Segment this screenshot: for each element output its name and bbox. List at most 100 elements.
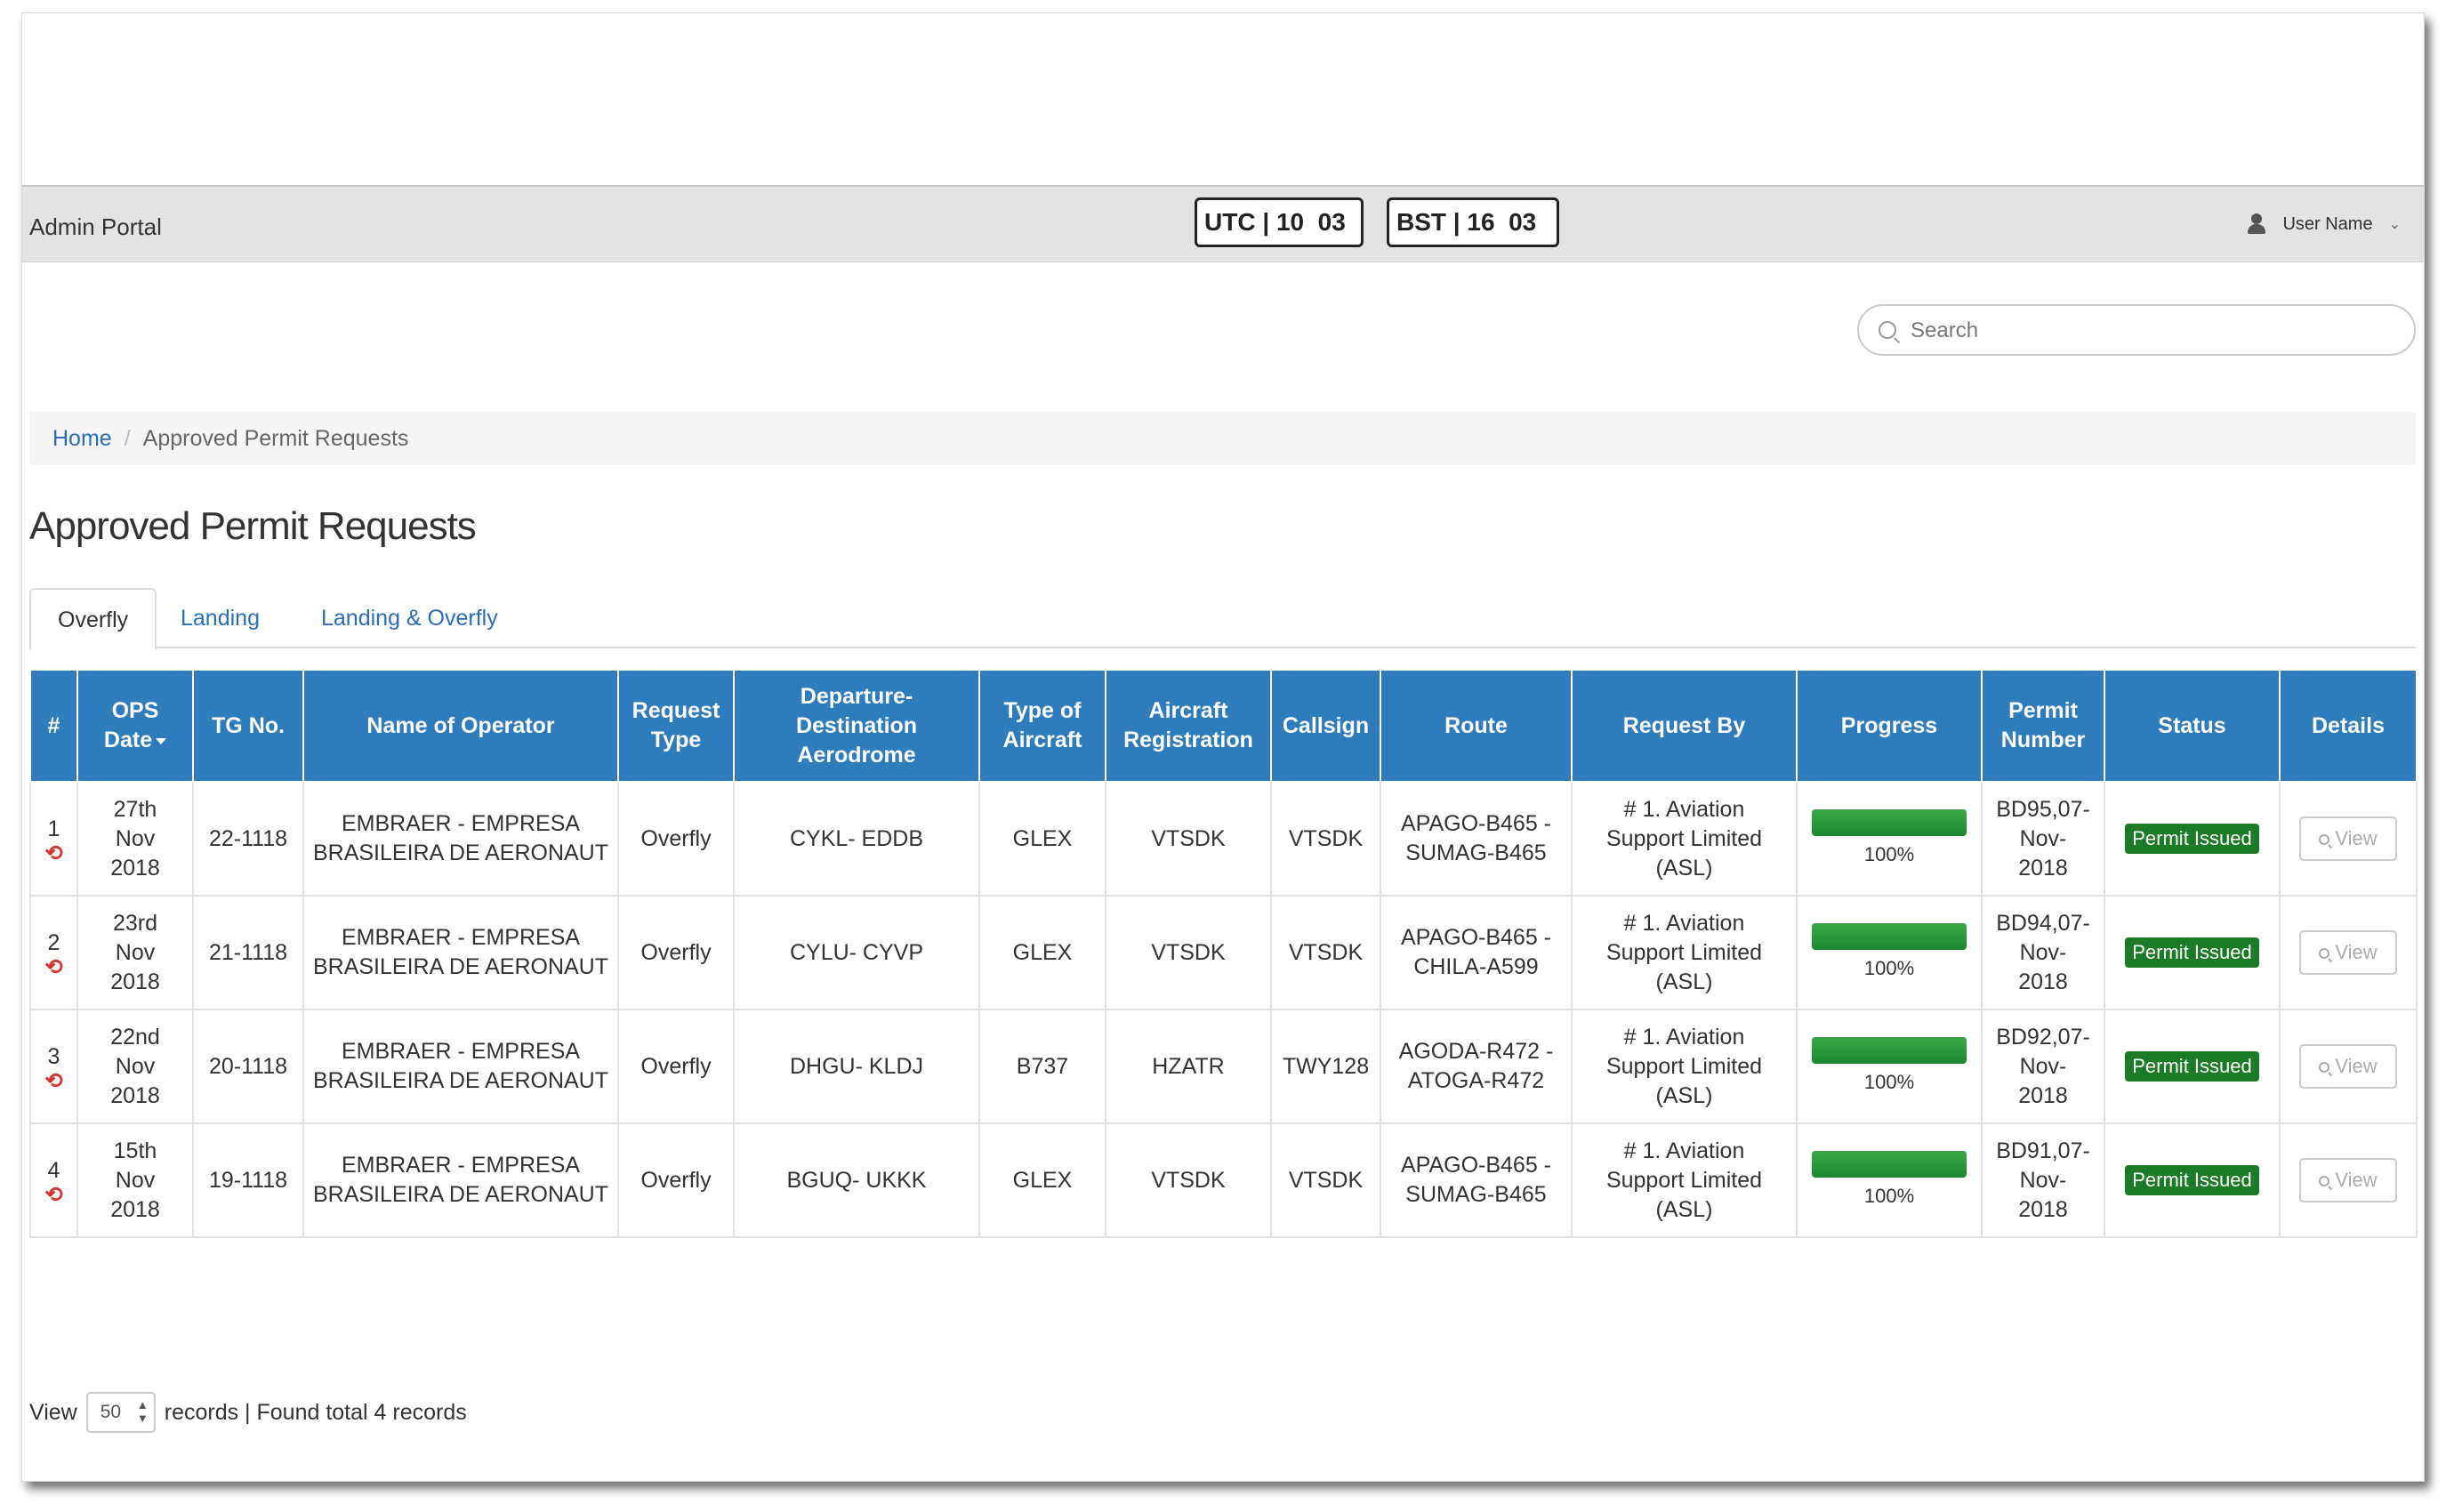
table-footer: View 50 ▲ ▼ records | Found total 4 record… [29,1392,467,1433]
tab-overfly[interactable]: Overfly [29,588,157,650]
breadcrumb-home-link[interactable]: Home [52,426,112,451]
app-window: Admin Portal UTC | 10 03 BST | 16 03 Use… [21,12,2425,1482]
progress-percent: 100% [1863,1184,1915,1207]
cell-line: SUMAG-B465 [1405,840,1547,865]
cell-line: 2018 [2018,969,2068,994]
status-badge: Permit Issued [2125,1165,2259,1195]
search-icon [2319,1062,2330,1073]
table-row: 3 ⟲ 22nd Nov 2018 20-1118 EMBRAER - EMPRESA… [29,1009,2418,1124]
cell-line: (ASL) [1655,1082,1713,1108]
status-badge: Permit Issued [2125,1051,2259,1082]
user-menu[interactable]: User Name ⌄ [2247,213,2401,235]
cell-callsign: VTSDK [1270,1122,1381,1238]
cell-line: 27th [113,796,157,822]
cell-aerodrome: DHGU- KLDJ [733,1009,980,1124]
cell-line: Nov- [2019,1167,2067,1193]
cell-ops-date: 15th Nov 2018 [76,1122,194,1238]
cell-request-by: # 1. Aviation Support Limited (ASL) [1571,1122,1798,1238]
cell-route: APAGO-B465 - CHILA-A599 [1380,895,1573,1010]
cell-aircraft-type: GLEX [978,1122,1106,1238]
cell-status: Permit Issued [2104,1122,2281,1238]
cell-line: # 1. Aviation [1623,1024,1745,1050]
cell-callsign: TWY128 [1270,1009,1381,1124]
progress-bar-fill [1812,808,1967,836]
brand-label[interactable]: Admin Portal [29,213,162,240]
cell-line: BD92,07- [1996,1024,2090,1050]
cell-line: ATOGA-R472 [1407,1068,1545,1093]
cell-aircraft-type: GLEX [978,781,1106,897]
progress-bar [1812,1036,1967,1064]
cell-line: Nov- [2019,825,2067,851]
cell-tg-no: 19-1118 [192,1122,304,1238]
column-header-progress: Progress [1796,669,1983,783]
undo-icon[interactable]: ⟲ [44,1182,63,1207]
page-size-select[interactable]: 50 ▲ ▼ [85,1392,156,1433]
cell-ops-date: 27th Nov 2018 [76,781,194,897]
view-button[interactable]: View [2299,1044,2397,1089]
cell-permit-number: BD92,07- Nov- 2018 [1981,1009,2105,1124]
cell-registration: VTSDK [1105,781,1272,897]
cell-permit-number: BD94,07- Nov- 2018 [1981,895,2105,1010]
progress-bar [1812,1150,1967,1178]
chevron-down-icon: ⌄ [2388,217,2401,232]
progress-bar-fill [1812,922,1967,950]
cell-line: 2018 [2018,1082,2068,1108]
cell-line: AGODA-R472 - [1398,1039,1554,1064]
row-number: 1 [47,816,60,841]
cell-line: Support Limited [1605,825,1763,851]
column-header-request-type: Request Type [617,669,735,783]
page-size-value: 50 [100,1402,122,1422]
view-button[interactable]: View [2299,930,2397,975]
undo-icon[interactable]: ⟲ [44,954,63,979]
cell-line: Nov [115,939,156,965]
cell-request-type: Overfly [617,1122,735,1238]
cell-line: CHILA-A599 [1413,954,1539,979]
cell-line: 2018 [2018,855,2068,881]
column-header-aerodrome: Departure- Destination Aerodrome [733,669,980,783]
cell-line: BRASILEIRA DE AERONAUT [312,1068,609,1093]
cell-callsign: VTSDK [1270,781,1381,897]
search-input[interactable] [1911,315,2391,347]
search-icon [2319,948,2330,959]
cell-tg-no: 20-1118 [192,1009,304,1124]
tab-landing[interactable]: Landing [181,606,260,631]
tab-landing-overfly[interactable]: Landing & Overfly [321,606,498,631]
view-button[interactable]: View [2299,1158,2397,1202]
cell-permit-number: BD91,07- Nov- 2018 [1981,1122,2105,1238]
progress-bar-fill [1812,1036,1967,1064]
cell-line: 15th [113,1138,157,1163]
cell-operator: EMBRAER - EMPRESA BRASILEIRA DE AERONAUT [302,895,619,1010]
view-button-label: View [2335,941,2378,963]
cell-line: 23rd [112,910,158,936]
top-navbar: Admin Portal UTC | 10 03 BST | 16 03 Use… [22,185,2424,262]
cell-line: SUMAG-B465 [1405,1182,1547,1207]
cell-line: Nov [115,1167,156,1193]
row-number: 3 [47,1043,60,1069]
undo-icon[interactable]: ⟲ [44,840,63,865]
cell-aerodrome: CYKL- EDDB [733,781,980,897]
cell-line: Support Limited [1605,1053,1763,1079]
undo-icon[interactable]: ⟲ [44,1068,63,1093]
cell-line: APAGO-B465 - [1400,925,1552,950]
view-button[interactable]: View [2299,816,2397,861]
cell-number: 3 ⟲ [29,1009,78,1124]
cell-status: Permit Issued [2104,1009,2281,1124]
cell-request-by: # 1. Aviation Support Limited (ASL) [1571,781,1798,897]
cell-registration: VTSDK [1105,1122,1272,1238]
cell-line: BRASILEIRA DE AERONAUT [312,1182,609,1207]
progress-percent: 100% [1863,956,1915,979]
cell-details: View [2279,1009,2418,1124]
cell-line: APAGO-B465 - [1400,811,1552,836]
column-header-operator: Name of Operator [302,669,619,783]
bst-clock: BST | 16 03 [1387,197,1559,247]
column-header-permit-number: Permit Number [1981,669,2105,783]
cell-route: APAGO-B465 - SUMAG-B465 [1380,781,1573,897]
cell-details: View [2279,895,2418,1010]
column-header-ops-date[interactable]: OPS Date [76,669,194,783]
cell-progress: 100% [1796,1122,1983,1238]
column-header-aircraft-type: Type of Aircraft [978,669,1106,783]
user-name: User Name [2282,213,2373,234]
column-header-tg-no: TG No. [192,669,304,783]
view-label: View [29,1399,77,1425]
table-row: 1 ⟲ 27th Nov 2018 22-1118 EMBRAER - EMPRESA… [29,781,2418,897]
